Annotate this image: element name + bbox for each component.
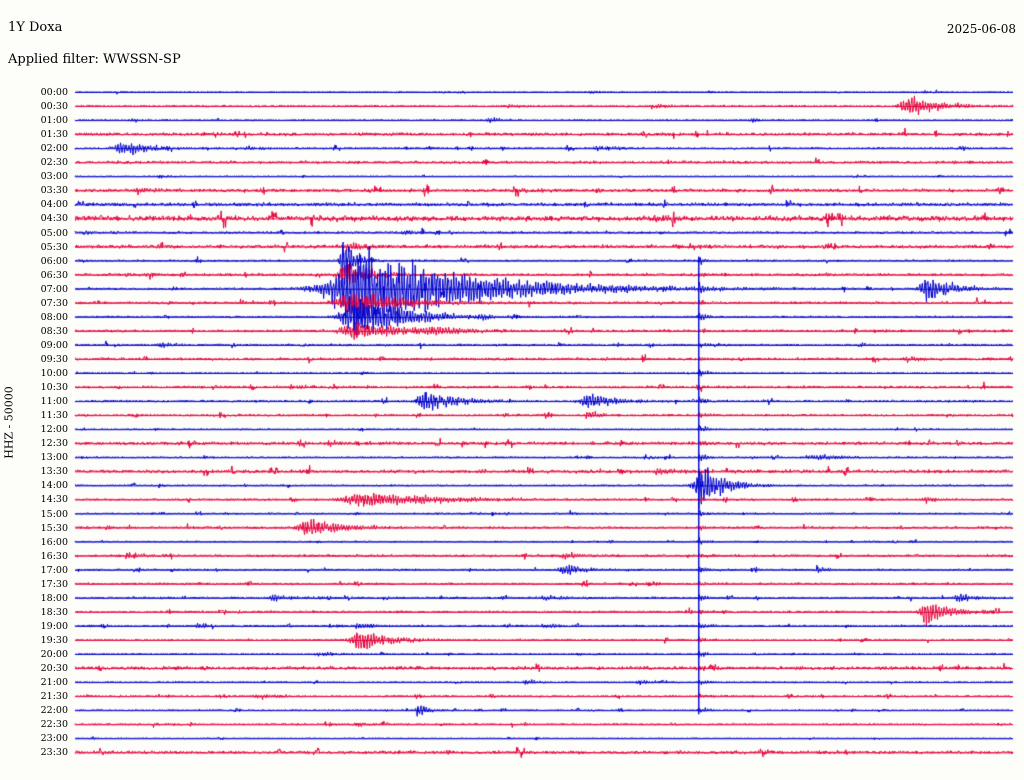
seismogram-canvas[interactable]: [0, 0, 1024, 780]
helicorder-page: 1Y Doxa Applied filter: WWSSN-SP 2025-06…: [0, 0, 1024, 780]
